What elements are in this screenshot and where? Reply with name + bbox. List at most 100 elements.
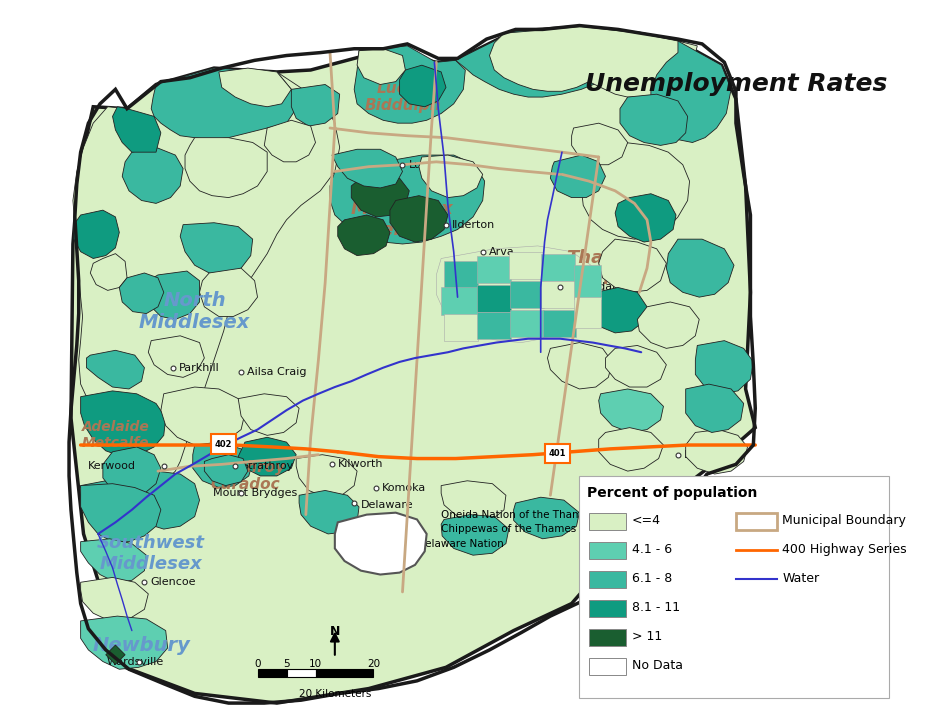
Bar <box>589 600 626 617</box>
Text: > 11: > 11 <box>631 630 662 643</box>
Polygon shape <box>436 246 596 342</box>
Polygon shape <box>574 265 601 299</box>
Text: 6.1 - 8: 6.1 - 8 <box>631 572 671 585</box>
Bar <box>589 629 626 646</box>
Polygon shape <box>81 391 166 457</box>
Polygon shape <box>651 41 731 142</box>
Bar <box>315 669 374 677</box>
Text: 5: 5 <box>284 659 290 669</box>
Text: Delaware: Delaware <box>361 500 414 510</box>
Polygon shape <box>180 223 253 275</box>
Text: 401: 401 <box>549 449 565 458</box>
Polygon shape <box>81 577 148 621</box>
Polygon shape <box>161 387 245 445</box>
Text: 4.1 - 6: 4.1 - 6 <box>631 543 671 556</box>
Polygon shape <box>106 645 126 664</box>
Text: 8.1 - 11: 8.1 - 11 <box>631 601 680 614</box>
FancyBboxPatch shape <box>211 434 236 454</box>
Polygon shape <box>542 309 577 337</box>
Polygon shape <box>200 268 258 317</box>
Polygon shape <box>332 149 403 188</box>
Polygon shape <box>605 345 667 387</box>
Text: Mount Brydges: Mount Brydges <box>213 488 298 498</box>
Polygon shape <box>477 284 511 312</box>
Polygon shape <box>620 94 687 146</box>
Polygon shape <box>330 155 485 244</box>
Polygon shape <box>264 121 315 162</box>
Polygon shape <box>441 515 509 555</box>
Polygon shape <box>113 107 161 152</box>
Text: Water: Water <box>782 572 819 585</box>
Text: Unemployment Rates: Unemployment Rates <box>585 72 887 96</box>
Text: Ailsa Craig: Ailsa Craig <box>246 367 306 376</box>
Text: N: N <box>329 625 340 638</box>
Polygon shape <box>441 481 506 522</box>
Text: Wardsville: Wardsville <box>107 656 164 666</box>
Text: Thames
Centre: Thames Centre <box>566 248 645 287</box>
Text: Newbury: Newbury <box>93 635 191 655</box>
Bar <box>589 541 626 559</box>
Polygon shape <box>685 384 744 432</box>
Polygon shape <box>354 46 465 123</box>
Polygon shape <box>90 253 127 290</box>
Text: Kilworth: Kilworth <box>338 460 383 470</box>
Polygon shape <box>456 27 639 97</box>
Polygon shape <box>119 273 164 314</box>
Text: Munsee-Delaware Nation: Munsee-Delaware Nation <box>374 538 504 549</box>
Polygon shape <box>510 281 544 308</box>
Polygon shape <box>122 147 183 203</box>
Polygon shape <box>551 155 605 197</box>
Bar <box>589 571 626 588</box>
Polygon shape <box>444 314 478 340</box>
Text: 20: 20 <box>367 659 380 669</box>
Polygon shape <box>338 215 390 256</box>
Polygon shape <box>509 252 542 279</box>
Polygon shape <box>352 174 409 217</box>
Polygon shape <box>81 484 161 541</box>
Polygon shape <box>185 138 267 197</box>
Bar <box>579 476 889 698</box>
Polygon shape <box>581 142 689 239</box>
Polygon shape <box>146 271 200 320</box>
Polygon shape <box>238 393 299 435</box>
Text: North
Middlesex: North Middlesex <box>139 291 250 332</box>
Polygon shape <box>477 312 511 339</box>
Polygon shape <box>548 342 612 389</box>
Polygon shape <box>357 49 405 85</box>
Polygon shape <box>667 239 734 297</box>
Text: Lucan: Lucan <box>409 159 443 169</box>
Text: 20 Kilometers: 20 Kilometers <box>299 689 371 699</box>
Polygon shape <box>477 256 511 283</box>
Text: Kerwood: Kerwood <box>87 461 136 471</box>
Text: Percent of population: Percent of population <box>587 485 757 500</box>
Polygon shape <box>685 429 748 474</box>
Polygon shape <box>599 389 663 432</box>
Polygon shape <box>696 340 753 393</box>
Polygon shape <box>103 447 161 495</box>
Polygon shape <box>599 239 667 292</box>
Text: Dorchester: Dorchester <box>684 449 745 460</box>
Polygon shape <box>418 155 483 197</box>
Polygon shape <box>400 65 446 107</box>
Polygon shape <box>574 297 601 328</box>
Polygon shape <box>152 68 296 139</box>
Polygon shape <box>489 27 698 97</box>
Text: 402: 402 <box>215 439 232 449</box>
Polygon shape <box>291 85 339 126</box>
Polygon shape <box>390 196 448 242</box>
Bar <box>736 513 777 530</box>
Text: Parkhill: Parkhill <box>179 363 220 373</box>
Text: 400 Highway Series: 400 Highway Series <box>782 543 907 556</box>
Polygon shape <box>335 513 427 574</box>
Polygon shape <box>615 194 676 242</box>
FancyBboxPatch shape <box>545 444 570 463</box>
Polygon shape <box>510 309 544 337</box>
Polygon shape <box>205 454 248 485</box>
Text: Arva: Arva <box>488 247 514 257</box>
Text: Municipal Boundary: Municipal Boundary <box>782 514 906 527</box>
Polygon shape <box>148 336 205 378</box>
Text: No Data: No Data <box>631 659 683 672</box>
Polygon shape <box>299 490 359 534</box>
Text: Lucan
Biddulph: Lucan Biddulph <box>365 81 441 113</box>
Text: Oneida Nation of the Thames: Oneida Nation of the Thames <box>441 510 594 520</box>
